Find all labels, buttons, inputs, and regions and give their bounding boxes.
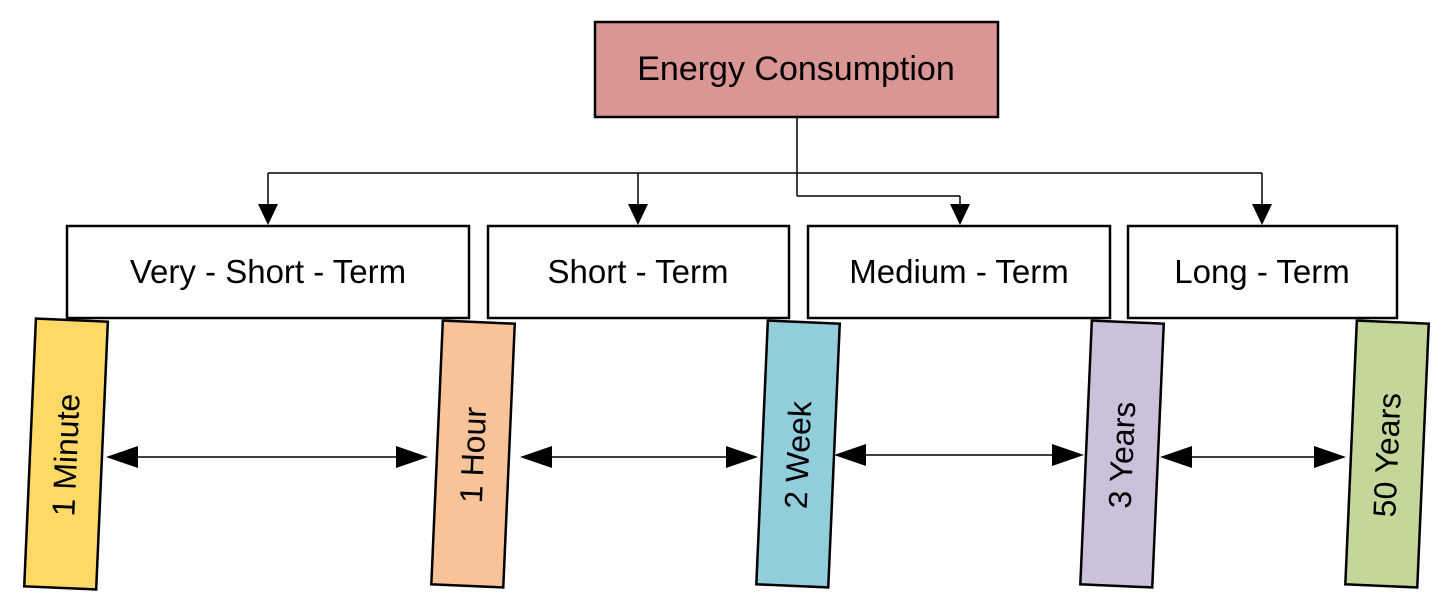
root-box — [593, 20, 1000, 119]
category-box — [65, 224, 471, 320]
double-headed-arrow-icon — [520, 446, 758, 468]
time-marker-box — [1079, 319, 1166, 589]
arrow-down-icon — [628, 204, 648, 225]
category-label: Short - Term — [548, 253, 729, 290]
double-headed-arrow-icon — [106, 446, 428, 468]
connectors — [267, 117, 1263, 220]
time-marker-50-years: 50 Years — [1344, 319, 1431, 589]
category-label: Very - Short - Term — [130, 253, 406, 290]
root-label: Energy Consumption — [637, 50, 955, 88]
time-marker-box — [755, 319, 842, 589]
interval-arrows — [106, 444, 1346, 468]
arrow-down-icon — [950, 204, 970, 225]
time-marker-3-years: 3 Years — [1079, 319, 1166, 589]
category-box — [486, 224, 791, 320]
time-marker-label: 50 Years — [1366, 392, 1407, 518]
arrow-down-icon — [258, 204, 278, 225]
category-long-term: Long - Term — [1126, 224, 1399, 320]
time-marker-label: 1 Hour — [453, 406, 493, 504]
time-marker-box — [430, 319, 517, 589]
category-label: Medium - Term — [849, 253, 1068, 290]
time-marker-label: 1 Minute — [45, 393, 86, 517]
arrow-down-icon — [1252, 204, 1272, 225]
time-marker-box — [1344, 319, 1431, 589]
category-short-term: Short - Term — [486, 224, 791, 320]
root-node: Energy Consumption — [593, 20, 1000, 119]
category-box — [1126, 224, 1399, 320]
time-marker-label: 2 Week — [778, 399, 819, 509]
category-box — [806, 224, 1112, 320]
category-very-short-term: Very - Short - Term — [65, 224, 471, 320]
category-label: Long - Term — [1174, 253, 1349, 290]
time-marker-2-week: 2 Week — [755, 319, 842, 589]
time-marker-1-hour: 1 Hour — [430, 319, 517, 589]
time-marker-1-minute: 1 Minute — [22, 317, 110, 591]
connector-arrowheads — [258, 204, 1272, 225]
double-headed-arrow-icon — [1160, 446, 1346, 468]
time-marker-label: 3 Years — [1102, 401, 1143, 509]
category-medium-term: Medium - Term — [806, 224, 1112, 320]
double-headed-arrow-icon — [834, 444, 1084, 466]
time-marker-box — [22, 317, 110, 591]
